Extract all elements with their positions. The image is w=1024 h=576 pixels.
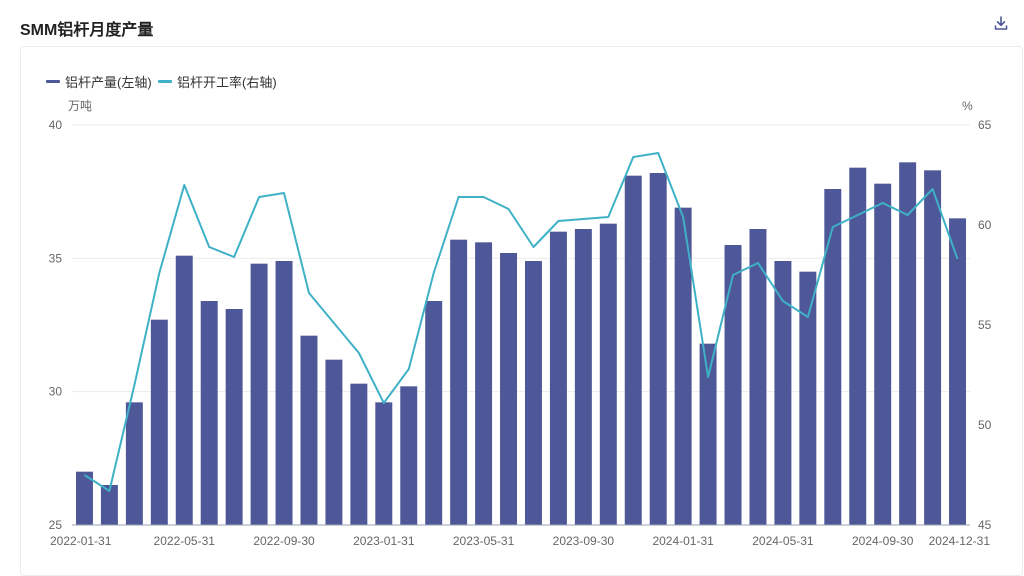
legend-swatch-bar: [46, 80, 60, 83]
bar[interactable]: [350, 383, 368, 525]
x-tick-label: 2022-09-30: [253, 534, 315, 548]
bar[interactable]: [899, 162, 917, 526]
left-tick-label: 35: [49, 251, 63, 265]
bar[interactable]: [125, 402, 143, 525]
legend-label-line[interactable]: 铝杆开工率(右轴): [177, 75, 277, 90]
right-axis-ticks: 45 50 55 60 65: [978, 118, 992, 532]
x-axis-ticks: 2022-01-31 2022-05-31 2022-09-30 2023-01-31…: [50, 534, 990, 548]
bar[interactable]: [824, 189, 842, 525]
x-tick-label: 2022-01-31: [50, 534, 112, 548]
left-axis-unit: 万吨: [68, 99, 92, 113]
right-tick-label: 65: [978, 118, 992, 132]
bar[interactable]: [599, 223, 617, 525]
right-tick-label: 55: [978, 318, 992, 332]
bar[interactable]: [425, 301, 443, 525]
bar[interactable]: [624, 175, 642, 525]
bar[interactable]: [674, 207, 692, 525]
bar[interactable]: [524, 261, 542, 525]
right-tick-label: 50: [978, 418, 992, 432]
bar[interactable]: [500, 253, 518, 525]
right-tick-label: 45: [978, 518, 992, 532]
bar-series: [75, 162, 967, 526]
bar[interactable]: [649, 173, 667, 525]
bar[interactable]: [175, 255, 193, 525]
bar[interactable]: [225, 309, 243, 525]
bar[interactable]: [150, 319, 168, 525]
bar[interactable]: [699, 343, 717, 525]
bar[interactable]: [574, 229, 592, 525]
download-icon: [994, 16, 1008, 30]
right-axis-unit: %: [962, 99, 973, 113]
bar[interactable]: [275, 261, 293, 525]
bar[interactable]: [400, 386, 418, 525]
legend[interactable]: 铝杆产量(左轴) 铝杆开工率(右轴): [46, 75, 277, 90]
line-series: [83, 152, 959, 492]
download-button[interactable]: [990, 12, 1012, 34]
x-tick-label: 2024-12-31: [929, 534, 991, 548]
x-tick-label: 2022-05-31: [154, 534, 216, 548]
bar[interactable]: [549, 231, 567, 525]
x-tick-label: 2024-01-31: [652, 534, 714, 548]
bar[interactable]: [874, 183, 892, 525]
x-tick-label: 2024-05-31: [752, 534, 814, 548]
x-tick-label: 2024-09-30: [852, 534, 914, 548]
bar[interactable]: [849, 167, 867, 525]
bar[interactable]: [799, 271, 817, 525]
bar[interactable]: [774, 261, 792, 525]
left-tick-label: 40: [49, 118, 63, 132]
left-axis-ticks: 25 30 35 40: [49, 118, 63, 532]
bar[interactable]: [75, 471, 93, 525]
bar[interactable]: [949, 218, 967, 526]
x-tick-label: 2023-09-30: [553, 534, 615, 548]
bar[interactable]: [924, 170, 942, 526]
bar[interactable]: [724, 245, 742, 525]
x-tick-label: 2023-05-31: [453, 534, 515, 548]
bar[interactable]: [375, 402, 393, 525]
bar[interactable]: [250, 263, 268, 525]
bar[interactable]: [450, 239, 468, 525]
x-tick-label: 2023-01-31: [353, 534, 415, 548]
bar[interactable]: [200, 301, 218, 525]
legend-swatch-line: [158, 80, 172, 83]
bar[interactable]: [475, 242, 493, 526]
page-title: SMM铝杆月度产量: [20, 22, 154, 39]
left-tick-label: 25: [49, 518, 63, 532]
legend-label-bar[interactable]: 铝杆产量(左轴): [65, 75, 152, 90]
right-tick-label: 60: [978, 218, 992, 232]
bar[interactable]: [100, 485, 118, 525]
left-tick-label: 30: [49, 385, 63, 399]
series-line[interactable]: [83, 152, 959, 492]
grid-lines: [72, 124, 970, 393]
bar[interactable]: [300, 335, 318, 525]
bar[interactable]: [325, 359, 343, 525]
bar[interactable]: [749, 229, 767, 525]
